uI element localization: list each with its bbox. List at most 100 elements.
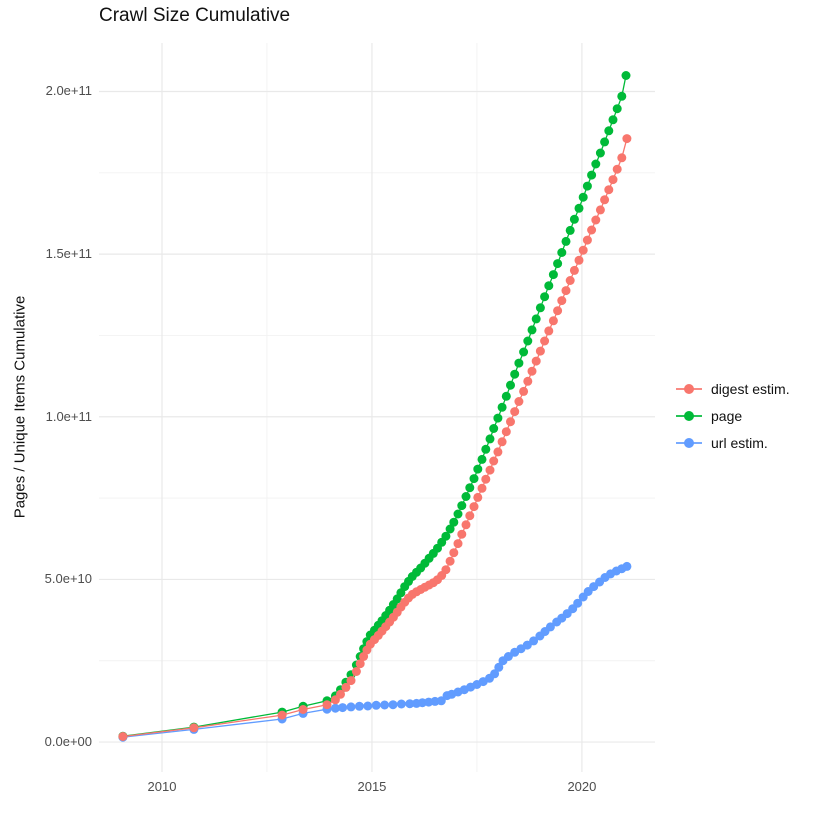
legend: digest estim. page url estim.: [676, 381, 790, 451]
page-point: [565, 225, 575, 235]
digest-estim-point: [565, 276, 575, 285]
page-point: [621, 71, 631, 80]
digest-estim-point: [514, 397, 524, 406]
page-point: [574, 203, 584, 213]
page-point: [527, 325, 537, 335]
page-point: [540, 292, 550, 302]
digest-estim-point: [457, 529, 467, 539]
digest-estim-point: [441, 565, 451, 575]
digest-estim-point: [355, 659, 365, 669]
page-point: [591, 159, 601, 169]
page-point: [514, 358, 524, 368]
digest-estim-point: [346, 676, 356, 686]
url-estim-point: [338, 703, 348, 713]
page-point: [449, 517, 459, 527]
x-tick-label: 2020: [567, 779, 597, 794]
legend-item-url-estim: url estim.: [676, 435, 790, 451]
page-point: [569, 214, 579, 224]
page-point: [548, 270, 558, 280]
url-estim-point: [330, 703, 340, 713]
y-tick-label: 1.5e+11: [45, 246, 92, 262]
page-point: [612, 104, 622, 114]
digest-estim-point: [523, 376, 533, 386]
digest-estim-point: [587, 225, 597, 235]
page-point: [557, 248, 567, 257]
chart-title: Crawl Size Cumulative: [99, 5, 291, 26]
legend-label: url estim.: [711, 435, 768, 451]
digest-estim-point: [449, 548, 459, 558]
digest-estim-point: [465, 511, 475, 521]
url-estim-point: [494, 662, 504, 672]
page-point: [457, 501, 467, 511]
digest-estim-line: [122, 138, 628, 738]
legend-label: digest estim.: [711, 381, 790, 397]
digest-estim-point: [473, 492, 483, 502]
legend-key-icon: [676, 409, 702, 423]
legend-label: page: [711, 408, 743, 424]
url-estim-point: [529, 636, 539, 646]
page-point: [501, 391, 511, 401]
page-point: [587, 170, 597, 180]
digest-estim-point: [600, 195, 610, 205]
page-point: [465, 483, 475, 493]
digest-estim-point: [461, 520, 471, 530]
url-estim-point: [405, 699, 415, 709]
url-estim-point: [490, 669, 500, 679]
url-estim-point: [436, 696, 446, 706]
digest-estim-point: [481, 474, 491, 484]
digest-estim-point: [351, 667, 361, 676]
digest-estim-point: [510, 407, 520, 417]
digest-estim-point: [453, 539, 463, 549]
x-tick-label: 2010: [147, 779, 177, 794]
y-tick-label: 1.0e+11: [45, 408, 92, 424]
legend-key-dot: [684, 438, 694, 448]
digest-estim-point: [569, 265, 579, 275]
digest-estim-point: [336, 689, 345, 699]
y-tick-label: 5.0e+10: [44, 571, 92, 587]
digest-estim-point: [544, 326, 554, 336]
digest-estim-point: [574, 255, 584, 265]
page-point: [600, 137, 610, 147]
page-point: [604, 126, 614, 136]
digest-estim-point: [553, 306, 563, 316]
legend-key-dot: [684, 411, 694, 421]
page-point: [441, 531, 451, 541]
digest-estim-point: [527, 366, 537, 376]
url-estim-line: [122, 565, 628, 738]
page-point: [485, 434, 495, 444]
url-estim-point: [346, 702, 356, 712]
digest-estim-point: [118, 732, 128, 741]
digest-estim-point: [298, 705, 308, 714]
page-point: [523, 336, 533, 346]
url-estim-point: [371, 700, 381, 710]
digest-estim-point: [519, 386, 529, 396]
url-estim-point: [622, 561, 632, 571]
digest-estim-point: [493, 447, 503, 457]
url-estim-point: [573, 598, 583, 608]
digest-estim-point: [548, 316, 558, 326]
digest-estim-point: [341, 682, 351, 692]
digest-estim-point: [591, 215, 601, 225]
page-point: [493, 413, 503, 423]
url-estim-point: [363, 701, 373, 711]
page-point: [461, 492, 471, 501]
y-tick-label: 0.0e+00: [44, 734, 92, 750]
digest-estim-point: [501, 427, 511, 437]
url-estim-point: [354, 701, 364, 711]
page-point: [561, 236, 571, 246]
digest-estim-point: [322, 700, 332, 710]
digest-estim-point: [612, 164, 622, 174]
digest-estim-point: [578, 245, 588, 255]
url-estim-point: [396, 699, 406, 709]
url-estim-point: [380, 700, 390, 710]
digest-estim-point: [617, 153, 627, 163]
page-point: [595, 148, 605, 158]
digest-estim-point: [497, 437, 507, 447]
digest-estim-point: [485, 465, 495, 475]
page-point: [582, 181, 592, 191]
page-point: [519, 347, 529, 357]
url-estim-point: [388, 700, 398, 710]
page-point: [531, 314, 541, 324]
legend-key-icon: [676, 436, 702, 450]
